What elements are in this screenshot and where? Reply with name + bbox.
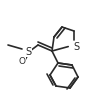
Text: O: O <box>18 57 25 67</box>
Text: S: S <box>73 42 79 52</box>
Text: S: S <box>25 47 31 57</box>
